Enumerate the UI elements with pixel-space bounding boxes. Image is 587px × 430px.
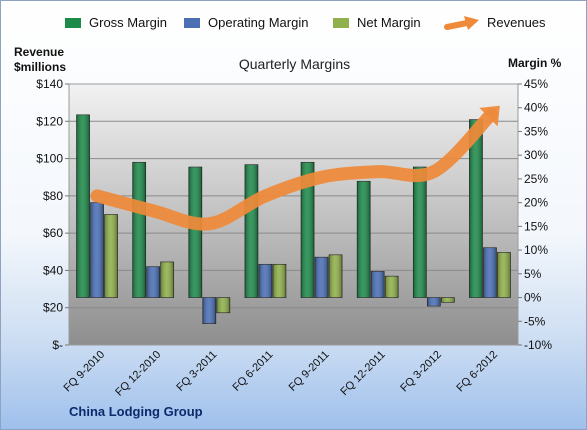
y-right-tick-label: 15% xyxy=(524,219,548,233)
y-right-title: Margin % xyxy=(508,56,562,70)
bar-shading xyxy=(132,162,146,298)
revenues-line xyxy=(90,107,498,231)
bar-shading xyxy=(385,276,399,298)
y-left-tick-label: $- xyxy=(52,338,63,352)
bar-shading xyxy=(104,214,118,298)
bar-shading xyxy=(76,114,90,298)
y-right-tick-label: 40% xyxy=(524,101,548,115)
bar-shading xyxy=(188,167,202,298)
y-right-tick-label: 10% xyxy=(524,243,548,257)
bar-shading xyxy=(216,297,230,313)
footer-company-label: China Lodging Group xyxy=(69,404,203,419)
bar-shading xyxy=(483,247,497,298)
legend-label-revenues: Revenues xyxy=(487,15,546,30)
y-left-tick-label: $40 xyxy=(43,263,63,277)
x-tick-label: FQ 3-2011 xyxy=(174,349,219,394)
bar-shading xyxy=(301,162,315,298)
y-left-title-line-1: Revenue xyxy=(14,45,65,59)
bar-shading xyxy=(441,297,455,303)
x-tick-label: FQ 9-2010 xyxy=(62,349,108,395)
bar-shading xyxy=(90,202,104,298)
revenues-arrowhead xyxy=(479,105,500,127)
legend-revenues-arrow-icon xyxy=(444,20,470,30)
legend-swatch-gross xyxy=(65,18,81,28)
bar-shading xyxy=(272,264,286,298)
legend-label-operating: Operating Margin xyxy=(208,15,309,30)
y-right-tick-label: 20% xyxy=(524,196,548,210)
bar-shading xyxy=(357,181,371,298)
x-tick-label: FQ 6-2011 xyxy=(230,349,275,394)
bar-shading xyxy=(146,266,160,298)
y-right-tick-label: 35% xyxy=(524,124,548,138)
y-left-tick-label: $20 xyxy=(43,301,63,315)
bar-shading xyxy=(427,297,441,307)
chart-title: Quarterly Margins xyxy=(238,56,351,72)
y-right-tick-label: 30% xyxy=(524,148,548,162)
bar-shading xyxy=(202,297,216,324)
bar-shading xyxy=(497,252,511,298)
bar-shading xyxy=(315,257,329,298)
bar-shading xyxy=(160,261,174,298)
legend-label-net: Net Margin xyxy=(357,15,421,30)
y-left-tick-label: $140 xyxy=(36,77,63,91)
x-tick-label: FQ 9-2011 xyxy=(287,349,332,394)
legend-revenues-arrowhead-icon xyxy=(464,16,479,30)
y-left-tick-label: $80 xyxy=(43,189,63,203)
legend-swatch-net xyxy=(333,18,349,28)
y-right-tick-label: 0% xyxy=(524,291,542,305)
x-tick-label: FQ 12-2010 xyxy=(113,349,163,399)
y-left-title: Revenue $millions xyxy=(14,45,66,75)
bar-shading xyxy=(329,254,343,298)
bar-shading xyxy=(469,119,483,298)
legend-label-gross: Gross Margin xyxy=(89,15,168,30)
bar-shading xyxy=(244,164,258,298)
x-tick-label: FQ 3-2012 xyxy=(398,349,444,395)
y-left-tick-label: $60 xyxy=(43,226,63,240)
legend-swatch-operating xyxy=(184,18,200,28)
y-left-tick-label: $100 xyxy=(36,152,63,166)
y-right-tick-label: -10% xyxy=(524,338,552,352)
y-right-tick-label: 45% xyxy=(524,77,548,91)
x-tick-label: FQ 12-2011 xyxy=(338,349,387,398)
x-tick-label: FQ 6-2012 xyxy=(454,349,500,395)
bar-shading xyxy=(413,167,427,298)
bar-shading xyxy=(258,264,272,298)
y-right-tick-label: 5% xyxy=(524,267,542,281)
y-right-tick-label: 25% xyxy=(524,172,548,186)
y-left-title-line-2: $millions xyxy=(14,60,67,74)
y-right-tick-label: -5% xyxy=(524,314,546,328)
bar-shading xyxy=(371,271,385,298)
y-left-tick-label: $120 xyxy=(36,114,63,128)
